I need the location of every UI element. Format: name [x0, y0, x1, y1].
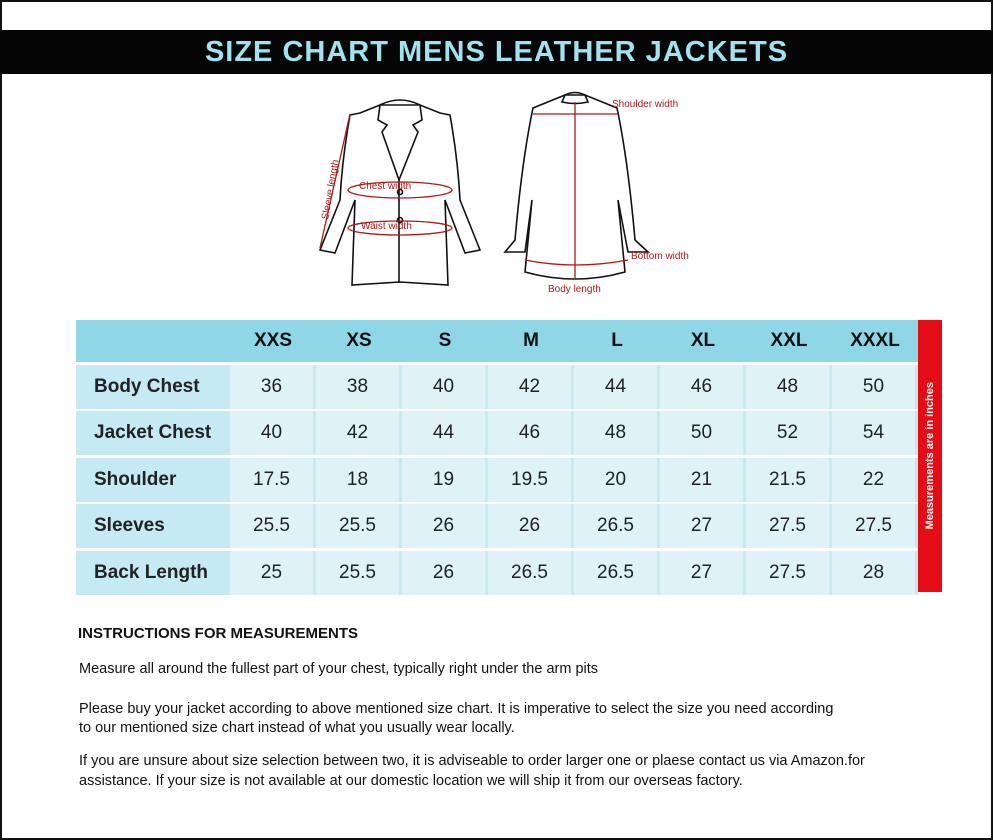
row-label: Shoulder: [76, 457, 230, 502]
table-cell: 42: [316, 411, 402, 456]
table-cell: 21.5: [746, 457, 832, 502]
table-cell: 48: [574, 411, 660, 456]
table-cell: 40: [230, 411, 316, 456]
table-cell: 48: [746, 364, 832, 409]
size-header-xs: XS: [346, 330, 372, 351]
size-header-xxl: XXL: [770, 330, 808, 351]
table-cell: 25: [230, 550, 316, 595]
back-measurement-lines: [524, 102, 629, 278]
jacket-diagram: Sleeve length Chest width Waist width Sh…: [318, 91, 689, 295]
table-cell: 50: [660, 411, 746, 456]
size-header-m: M: [523, 330, 539, 351]
table-cell: 42: [488, 364, 574, 409]
table-row: Sleeves 25.5 25.5 26 26 26.5 27 27.5 27.5: [76, 504, 918, 549]
table-cell: 20: [574, 457, 660, 502]
table-cell: 19.5: [488, 457, 574, 502]
table-row: Jacket Chest 40 42 44 46 48 50 52 54: [76, 411, 918, 456]
page-title: SIZE CHART MENS LEATHER JACKETS: [204, 35, 789, 68]
table-cell: 22: [832, 457, 918, 502]
units-note: Measurements are in inches: [924, 382, 936, 530]
waist-width-label: Waist width: [361, 221, 412, 232]
table-cell: 27: [660, 550, 746, 595]
size-header-l: L: [611, 330, 623, 351]
chest-width-label: Chest width: [359, 181, 411, 192]
table-cell: 26: [488, 504, 574, 549]
size-chart-table: XXS XS S M L XL XXL XXXL Body Chest 36 38 40 42 44 46…: [76, 320, 918, 595]
table-row: Shoulder 17.5 18 19 19.5 20 21 21.5 22: [76, 457, 918, 502]
table-cell: 46: [660, 364, 746, 409]
table-header-row: XXS XS S M L XL XXL XXXL: [76, 320, 918, 362]
table-cell: 27.5: [746, 504, 832, 549]
table-cell: 44: [402, 411, 488, 456]
table-cell: 17.5: [230, 457, 316, 502]
table-cell: 25.5: [230, 504, 316, 549]
table-cell: 27: [660, 504, 746, 549]
table-cell: 27.5: [746, 550, 832, 595]
table-cell: 38: [316, 364, 402, 409]
row-label: Jacket Chest: [76, 411, 230, 456]
table-cell: 28: [832, 550, 918, 595]
table-cell: 26.5: [488, 550, 574, 595]
jacket-front-illustration: [318, 99, 482, 286]
table-cell: 46: [488, 411, 574, 456]
table-cell: 25.5: [316, 550, 402, 595]
instruction-text: Please buy your jacket according to abov…: [79, 701, 834, 717]
instruction-text: Measure all around the fullest part of y…: [79, 661, 599, 677]
bottom-width-label: Bottom width: [631, 251, 689, 262]
table-cell: 44: [574, 364, 660, 409]
table-cell: 21: [660, 457, 746, 502]
table-cell: 36: [230, 364, 316, 409]
instruction-text: assistance. If your size is not availabl…: [79, 773, 743, 789]
row-label: Sleeves: [76, 504, 230, 549]
jacket-back-illustration: [503, 91, 651, 280]
instructions-heading: INSTRUCTIONS FOR MEASUREMENTS: [78, 625, 359, 642]
size-header-xxs: XXS: [253, 330, 293, 351]
size-header-xl: XL: [690, 330, 716, 351]
table-cell: 25.5: [316, 504, 402, 549]
table-cell: 50: [832, 364, 918, 409]
table-cell: 19: [402, 457, 488, 502]
table-cell: 52: [746, 411, 832, 456]
table-cell: 26.5: [574, 550, 660, 595]
instruction-text: If you are unsure about size selection b…: [79, 753, 865, 769]
table-cell: 26.5: [574, 504, 660, 549]
table-cell: 26: [402, 504, 488, 549]
front-measurement-lines: [319, 113, 453, 249]
size-header-xxxl: XXXL: [850, 330, 900, 351]
table-cell: 18: [316, 457, 402, 502]
table-cell: 26: [402, 550, 488, 595]
table-cell: 27.5: [832, 504, 918, 549]
table-row: Back Length 25 25.5 26 26.5 26.5 27 27.5 28: [76, 550, 918, 595]
title-bar: SIZE CHART MENS LEATHER JACKETS: [0, 30, 993, 74]
sleeve-length-label: Sleeve length: [320, 159, 341, 221]
row-label: Back Length: [76, 550, 230, 595]
shoulder-width-label: Shoulder width: [612, 99, 678, 110]
header-corner-cell: [76, 320, 230, 362]
units-note-bar: Measurements are in inches: [918, 320, 942, 592]
table-cell: 54: [832, 411, 918, 456]
size-header-s: S: [438, 330, 452, 351]
body-length-label: Body length: [548, 284, 601, 295]
row-label: Body Chest: [76, 364, 230, 409]
instruction-text: to our mentioned size chart instead of w…: [79, 720, 515, 736]
table-row: Body Chest 36 38 40 42 44 46 48 50: [76, 364, 918, 409]
table-cell: 40: [402, 364, 488, 409]
